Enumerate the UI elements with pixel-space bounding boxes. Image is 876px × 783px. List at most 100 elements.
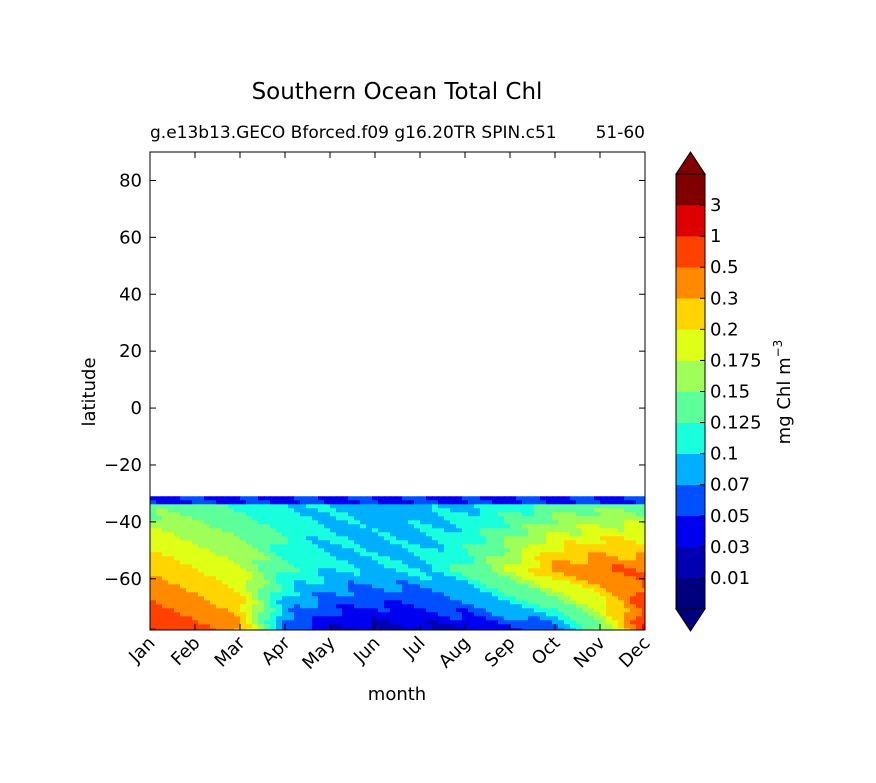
heatmap-cell [528, 500, 535, 505]
heatmap-cell [438, 548, 445, 553]
heatmap-cell [570, 576, 577, 581]
colorbar-segment [676, 236, 705, 268]
heatmap-cell [366, 556, 373, 561]
heatmap-cell [180, 524, 187, 529]
heatmap-cell [258, 588, 265, 593]
heatmap-cell [588, 588, 595, 593]
heatmap-cell [366, 572, 373, 577]
heatmap-cell [528, 596, 535, 601]
heatmap-cell [558, 592, 565, 597]
heatmap-cell [396, 568, 403, 573]
heatmap-field [150, 496, 645, 630]
heatmap-cell [564, 572, 571, 577]
heatmap-cell [552, 504, 559, 509]
heatmap-cell [372, 592, 379, 597]
heatmap-cell [426, 544, 433, 549]
y-tick-label: 0 [131, 398, 142, 419]
heatmap-cell [234, 612, 241, 617]
heatmap-cell [534, 568, 541, 573]
heatmap-cell [432, 520, 439, 525]
heatmap-cell [426, 596, 433, 601]
heatmap-cell [642, 572, 645, 577]
heatmap-cell [462, 584, 469, 589]
heatmap-cell [234, 584, 241, 589]
heatmap-cell [480, 576, 487, 581]
heatmap-cell [168, 552, 175, 557]
heatmap-cell [534, 572, 541, 577]
heatmap-cell [402, 580, 409, 585]
heatmap-cell [210, 552, 217, 557]
heatmap-cell [594, 544, 601, 549]
heatmap-cell [396, 616, 403, 621]
heatmap-cell [234, 528, 241, 533]
heatmap-cell [498, 612, 505, 617]
heatmap-cell [318, 524, 325, 529]
heatmap-cell [210, 504, 217, 509]
heatmap-cell [246, 592, 253, 597]
heatmap-cell [216, 496, 223, 501]
heatmap-cell [420, 500, 427, 505]
heatmap-cell [474, 504, 481, 509]
heatmap-cell [252, 536, 259, 541]
heatmap-cell [408, 508, 415, 513]
heatmap-cell [270, 616, 277, 621]
heatmap-cell [630, 584, 637, 589]
heatmap-cell [342, 508, 349, 513]
heatmap-cell [234, 508, 241, 513]
heatmap-cell [600, 580, 607, 585]
heatmap-cell [432, 528, 439, 533]
heatmap-cell [504, 552, 511, 557]
heatmap-cell [414, 616, 421, 621]
heatmap-cell [582, 620, 589, 625]
heatmap-cell [240, 592, 247, 597]
heatmap-cell [330, 544, 337, 549]
heatmap-cell [486, 584, 493, 589]
heatmap-cell [402, 628, 409, 630]
heatmap-cell [408, 560, 415, 565]
heatmap-cell [396, 580, 403, 585]
heatmap-cell [318, 504, 325, 509]
heatmap-cell [558, 568, 565, 573]
heatmap-cell [522, 584, 529, 589]
heatmap-cell [186, 516, 193, 521]
heatmap-cell [450, 596, 457, 601]
heatmap-cell [240, 572, 247, 577]
heatmap-cell [402, 560, 409, 565]
heatmap-cell [642, 552, 645, 557]
heatmap-cell [198, 616, 205, 621]
heatmap-cell [540, 576, 547, 581]
heatmap-cell [498, 528, 505, 533]
heatmap-cell [252, 560, 259, 565]
heatmap-cell [234, 628, 241, 630]
heatmap-cell [198, 524, 205, 529]
heatmap-cell [354, 604, 361, 609]
heatmap-cell [408, 580, 415, 585]
heatmap-cell [624, 608, 631, 613]
heatmap-cell [312, 532, 319, 537]
heatmap-cell [492, 544, 499, 549]
heatmap-cell [384, 548, 391, 553]
heatmap-cell [150, 496, 157, 501]
heatmap-cell [156, 560, 163, 565]
heatmap-cell [414, 628, 421, 630]
heatmap-cell [204, 540, 211, 545]
heatmap-cell [246, 540, 253, 545]
heatmap-cell [306, 608, 313, 613]
heatmap-cell [588, 548, 595, 553]
heatmap-cell [168, 572, 175, 577]
heatmap-cell [204, 588, 211, 593]
heatmap-cell [180, 496, 187, 501]
heatmap-cell [492, 568, 499, 573]
heatmap-cell [234, 596, 241, 601]
heatmap-cell [552, 616, 559, 621]
heatmap-cell [168, 516, 175, 521]
heatmap-cell [522, 508, 529, 513]
heatmap-cell [468, 544, 475, 549]
heatmap-cell [336, 616, 343, 621]
heatmap-cell [570, 596, 577, 601]
heatmap-cell [330, 600, 337, 605]
heatmap-cell [408, 616, 415, 621]
heatmap-cell [408, 588, 415, 593]
heatmap-cell [330, 572, 337, 577]
heatmap-cell [252, 576, 259, 581]
